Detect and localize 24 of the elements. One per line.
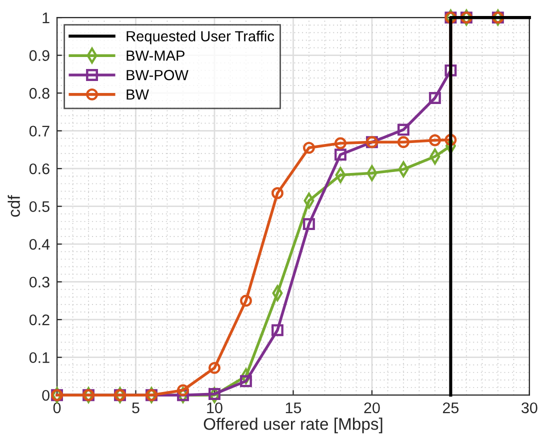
y-tick-label: 0.6: [29, 163, 50, 174]
x-tick-label: 30: [522, 402, 538, 414]
x-tick-label: 15: [286, 402, 302, 414]
y-tick-label: 0: [42, 390, 50, 401]
y-tick-label: 0.5: [29, 201, 50, 212]
legend-label: BW: [126, 90, 149, 100]
y-tick-label: 1: [42, 12, 50, 24]
x-tick-label: 25: [442, 402, 459, 414]
y-tick-label: 0.2: [29, 314, 50, 326]
y-tick-label: 0.3: [29, 276, 50, 288]
x-tick-label: 10: [207, 402, 222, 414]
x-axis-title: Offered user rate [Mbps]: [204, 418, 382, 434]
legend-label: BW-MAP: [126, 50, 184, 61]
x-tick-label: 20: [364, 402, 380, 414]
y-tick-label: 0.4: [29, 238, 50, 250]
y-tick-label: 0.9: [29, 50, 50, 61]
y-tick-label: 0.7: [29, 126, 50, 137]
legend-label: Requested User Traffic: [126, 30, 274, 44]
y-axis-title: cdf: [8, 195, 20, 217]
y-tick-label: 0.8: [29, 88, 50, 99]
x-tick-label: 5: [132, 402, 140, 414]
x-tick-label: 0: [53, 402, 61, 414]
y-tick-label: 0.1: [29, 352, 50, 364]
legend-label: BW-POW: [126, 70, 188, 80]
